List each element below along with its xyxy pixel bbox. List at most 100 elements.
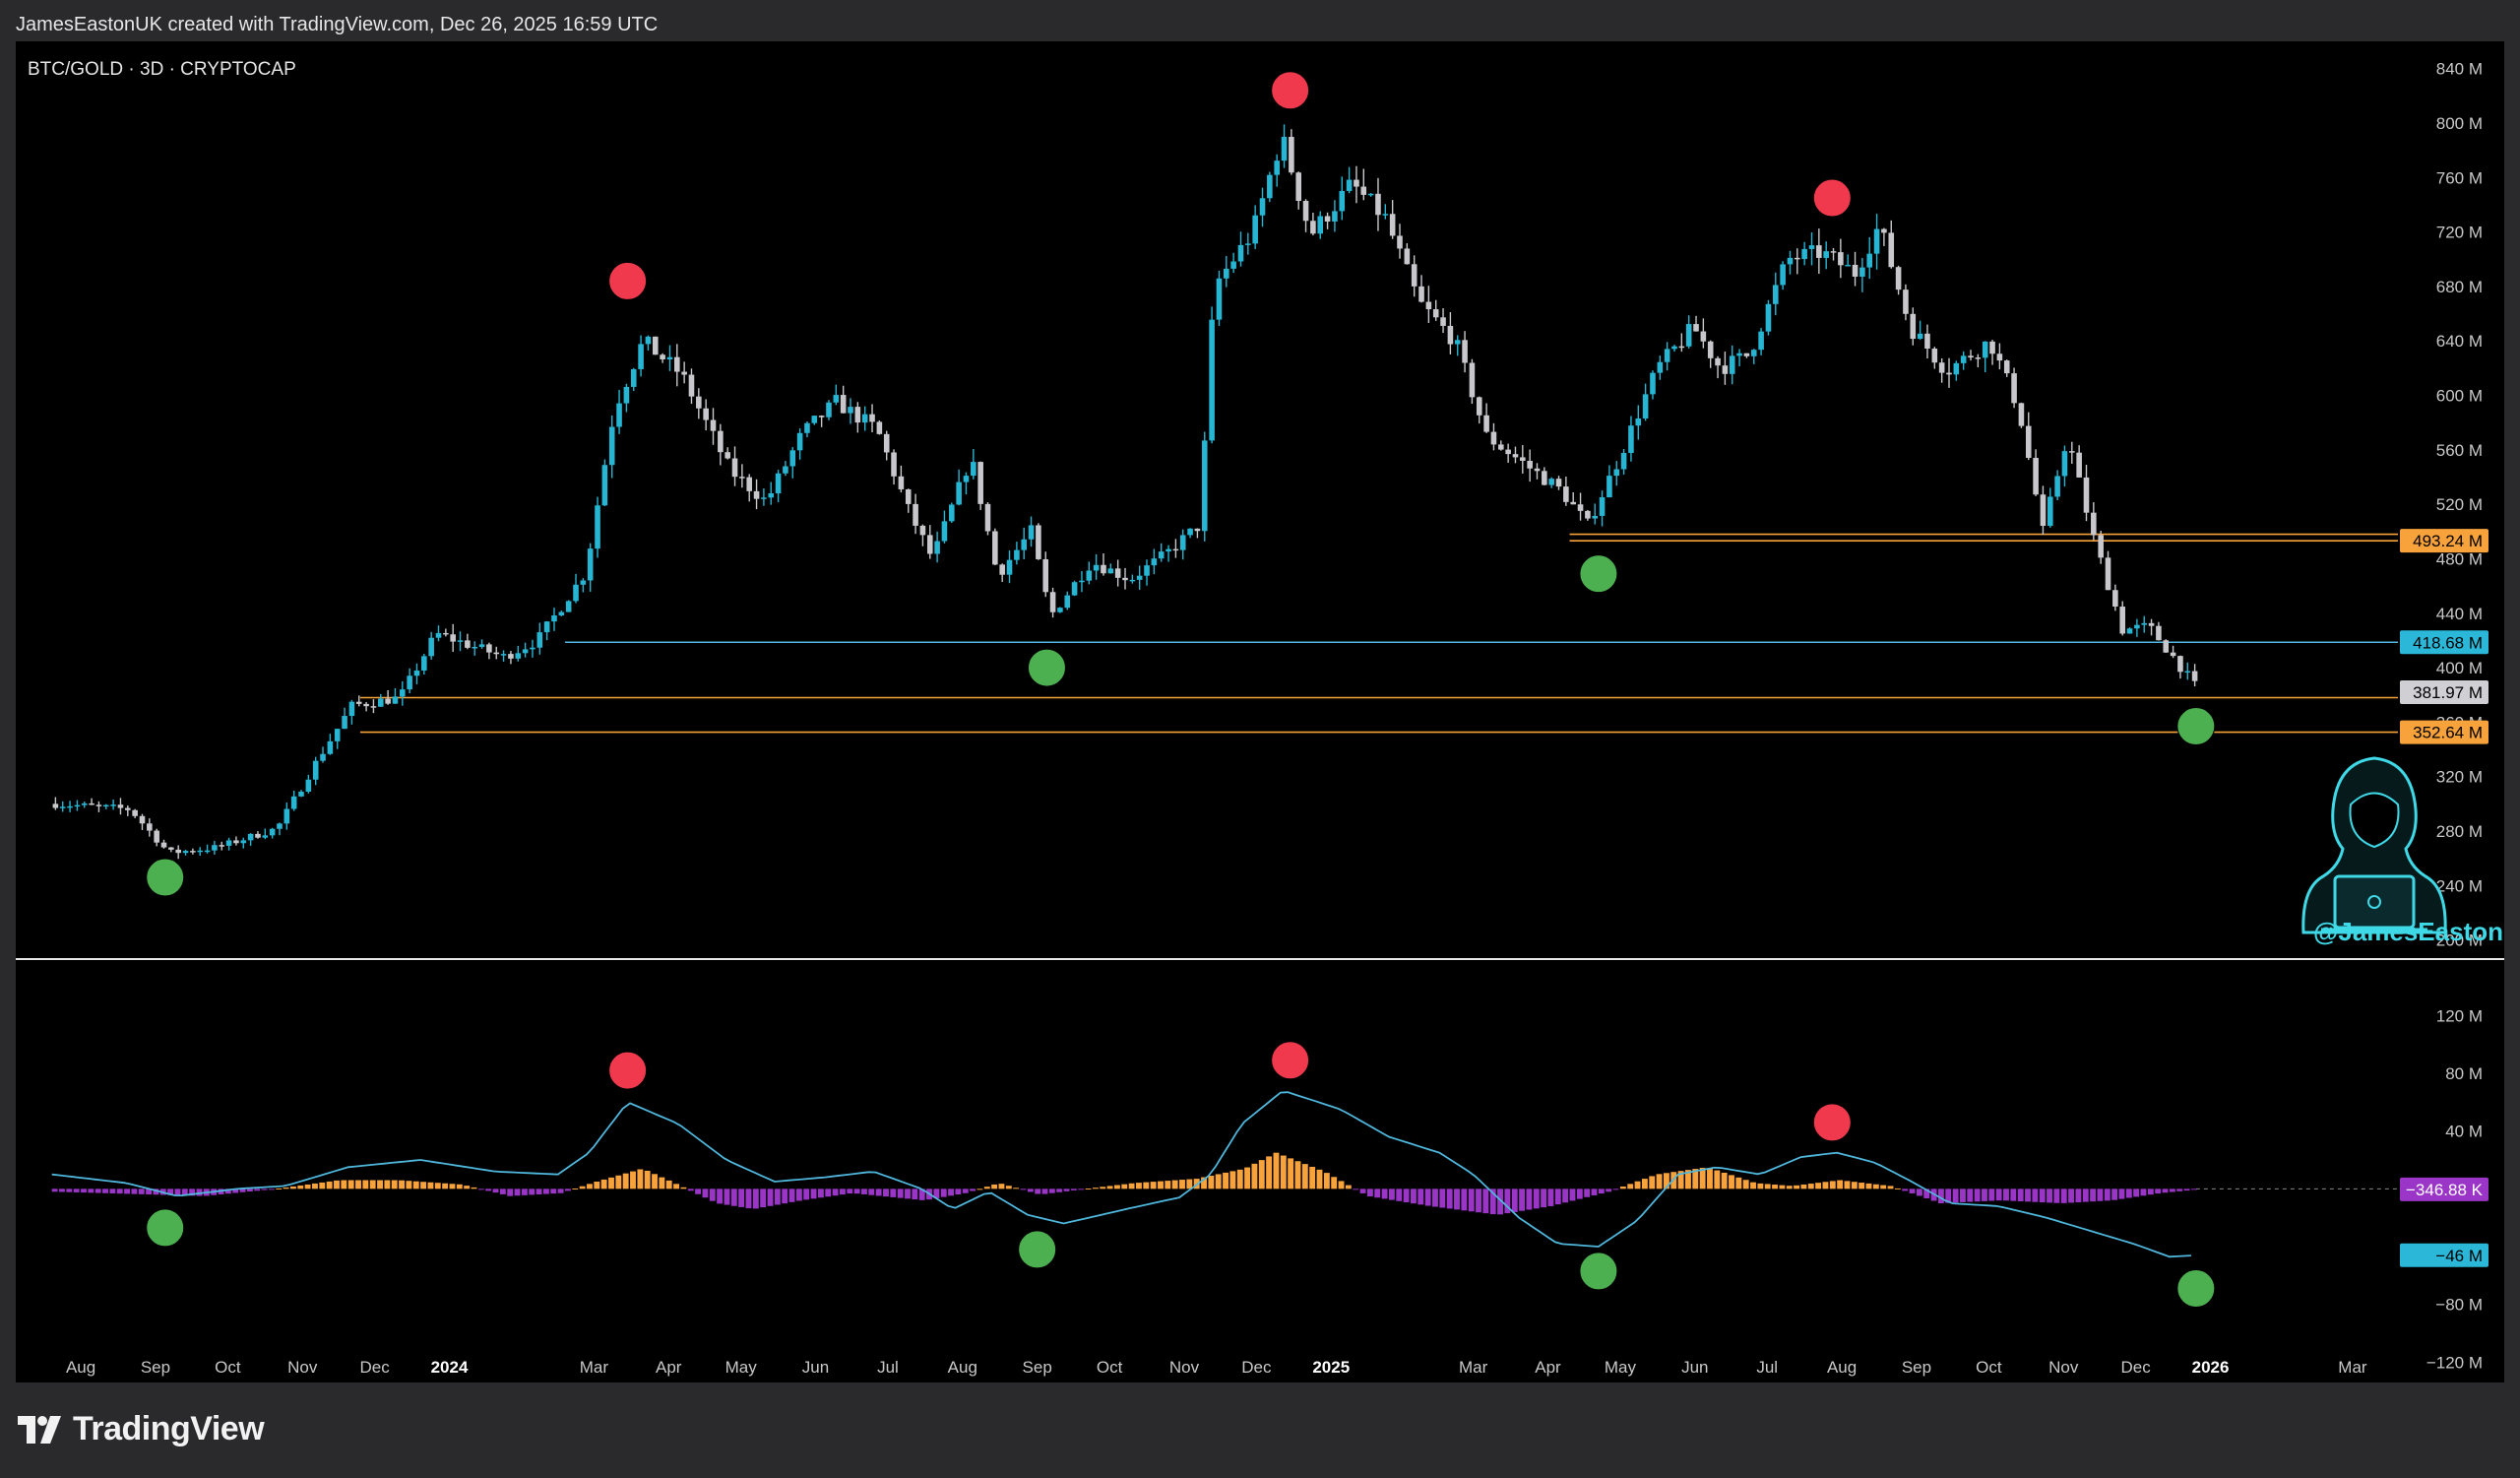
price-axis[interactable]: 840 M 800 M 760 M 720 M 680 M 640 M 600 M 560 M… xyxy=(2436,60,2483,950)
macd-axis[interactable]: 120 M 80 M 40 M −80 M −120 M xyxy=(2426,1006,2483,1372)
candle-body xyxy=(154,830,159,843)
histogram-bar xyxy=(1476,1189,1481,1213)
histogram-bar xyxy=(124,1189,131,1194)
histogram-bar xyxy=(760,1189,767,1208)
histogram-bar xyxy=(839,1189,846,1195)
time-tick-label: Oct xyxy=(1976,1358,2002,1377)
histogram-bar xyxy=(536,1189,542,1194)
candle-body xyxy=(1838,252,1844,266)
candle-body xyxy=(898,476,905,489)
histogram-bar xyxy=(355,1180,361,1189)
attribution-header: JamesEastonUK created with TradingView.c… xyxy=(16,14,659,35)
time-axis[interactable]: Aug Sep Oct Nov Dec 2024 Mar Apr May Jun Jul Aug Sep… xyxy=(66,1358,2367,1377)
candle-body xyxy=(1216,278,1223,320)
chart-svg[interactable]: BTC/GOLD · 3D · CRYPTOCAP 840 M 800 M 760 … xyxy=(16,41,2504,1382)
candle-body xyxy=(580,580,587,585)
candle-body xyxy=(1071,582,1078,596)
candle-body xyxy=(435,632,442,638)
candle-body xyxy=(573,584,579,602)
candle-body xyxy=(1592,515,1599,519)
candle-body xyxy=(1570,501,1576,505)
time-tick-label: 2025 xyxy=(1312,1358,1350,1377)
histogram-bar xyxy=(1619,1186,1626,1189)
time-tick-label: Dec xyxy=(360,1358,391,1377)
candle-body xyxy=(1620,452,1627,470)
histogram-bar xyxy=(680,1187,687,1189)
candle-body xyxy=(1028,525,1035,540)
candle-body xyxy=(1122,577,1128,581)
histogram-bar xyxy=(1186,1179,1193,1189)
candle-body xyxy=(999,564,1005,575)
histogram-bar xyxy=(1656,1174,1663,1189)
candle-body xyxy=(355,701,362,704)
candle-body xyxy=(190,851,196,853)
candle-body xyxy=(905,488,912,504)
histogram-bar xyxy=(1323,1173,1330,1189)
histogram-bar xyxy=(803,1189,810,1200)
candle-body xyxy=(1107,568,1114,574)
histogram-bar xyxy=(2039,1189,2046,1203)
candle-body xyxy=(500,654,507,656)
price-tick-label: 200 M xyxy=(2436,932,2483,950)
candle-body xyxy=(1440,317,1446,326)
price-tick-label: 240 M xyxy=(2436,876,2483,895)
candle-body xyxy=(536,632,543,648)
histogram-bar xyxy=(1844,1181,1851,1189)
candle-body xyxy=(876,421,883,434)
candle-body xyxy=(840,395,847,414)
candle-body xyxy=(934,541,940,554)
tradingview-logo[interactable]: TradingView xyxy=(18,1410,265,1448)
levels-layer xyxy=(359,533,2398,1189)
histogram-bar xyxy=(1952,1189,1959,1203)
histogram-bar xyxy=(2162,1189,2169,1193)
histogram-bar xyxy=(970,1189,976,1191)
candle-body xyxy=(1237,244,1244,262)
histogram-bar xyxy=(312,1183,318,1189)
bottom-marker xyxy=(146,858,185,897)
candle-body xyxy=(1042,558,1049,593)
histogram-bar xyxy=(587,1184,593,1189)
histogram-bar xyxy=(1995,1189,2002,1201)
histogram-bar xyxy=(1923,1189,1930,1198)
histogram-bar xyxy=(2060,1189,2067,1203)
candle-body xyxy=(674,356,680,372)
candle-body xyxy=(1989,341,1995,354)
histogram-bar xyxy=(1388,1189,1395,1200)
histogram-bar xyxy=(66,1189,73,1192)
histogram-bar xyxy=(847,1189,853,1194)
histogram-bar xyxy=(2010,1189,2017,1201)
histogram-bar xyxy=(1916,1189,1922,1196)
histogram-bar xyxy=(326,1181,333,1189)
candle-body xyxy=(1151,558,1158,566)
bottom-marker xyxy=(2176,707,2216,746)
candle-body xyxy=(204,850,211,853)
histogram-bar xyxy=(1541,1189,1547,1208)
macd-histogram xyxy=(51,1152,2197,1215)
candle-body xyxy=(1209,319,1215,441)
candle-body xyxy=(718,430,724,453)
candle-body xyxy=(377,698,384,707)
histogram-bar xyxy=(347,1180,354,1189)
candle-body xyxy=(392,696,399,704)
chart-frame[interactable]: BTC/GOLD · 3D · CRYPTOCAP 840 M 800 M 760 … xyxy=(16,41,2504,1382)
candle-body xyxy=(1715,357,1721,366)
histogram-bar xyxy=(1041,1189,1048,1194)
candle-body xyxy=(739,477,745,479)
histogram-bar xyxy=(341,1180,347,1189)
level-price-tag: 493.24 M xyxy=(2413,532,2483,550)
top-marker xyxy=(608,261,648,300)
candle-body xyxy=(2033,457,2039,495)
macd-line-layer xyxy=(51,1091,2191,1258)
histogram-bar xyxy=(2003,1189,2009,1201)
price-tick-label: 600 M xyxy=(2436,387,2483,406)
candle-body xyxy=(1678,346,1685,349)
candle-body xyxy=(147,823,153,831)
histogram-bar xyxy=(1179,1180,1185,1189)
macd-tick-label: 120 M xyxy=(2436,1006,2483,1025)
candle-body xyxy=(1201,440,1208,532)
histogram-bar xyxy=(557,1189,564,1193)
histogram-bar xyxy=(485,1189,492,1191)
histogram-bar xyxy=(109,1189,116,1193)
histogram-bar xyxy=(442,1183,449,1189)
candle-body xyxy=(783,466,788,474)
